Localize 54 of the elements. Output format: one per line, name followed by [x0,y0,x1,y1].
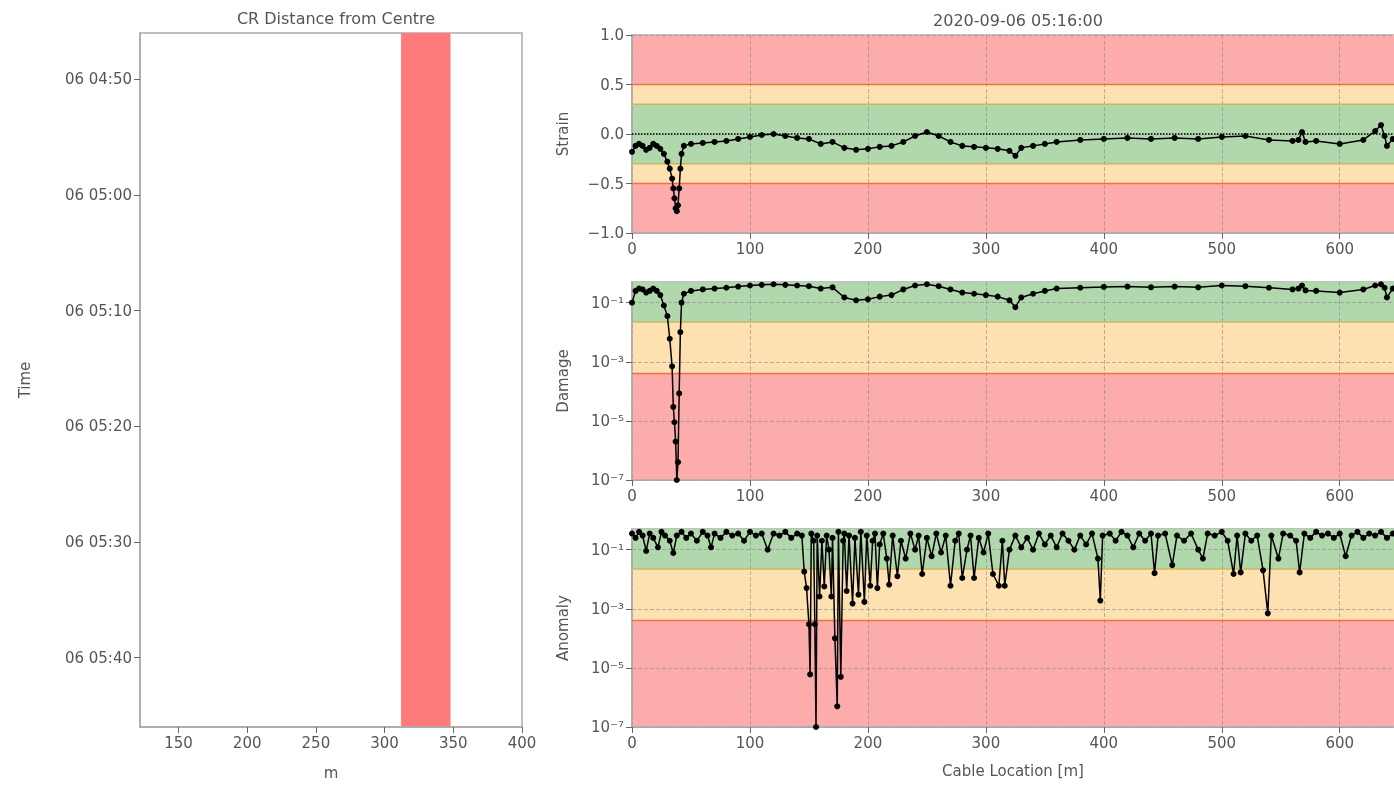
x-tick-label: 200 [853,733,883,752]
y-tick-label: 10⁻¹ [590,540,624,559]
x-tick-label: 300 [971,733,1001,752]
y-tick-label: 10⁻⁷ [590,718,624,736]
x-tick-label: 150 [164,733,193,752]
x-tick-label: 600 [1325,239,1355,258]
x-tick-label: 0 [627,486,637,505]
y-tick-label: 10⁻⁵ [590,658,624,677]
y-axis-title: Time [15,361,34,400]
y-axis-title: Damage [553,349,572,413]
chart-title: CR Distance from Centre [236,8,436,28]
x-tick-label: 300 [971,239,1001,258]
y-tick-label: 06 05:40 [64,648,132,667]
y-tick-label: 10⁻³ [590,599,624,618]
y-tick-label: 10⁻¹ [590,293,624,312]
y-tick-label: 0.5 [600,75,624,94]
y-tick-label: 06 05:30 [64,532,132,551]
y-tick-label: 0.0 [600,125,624,143]
x-tick-label: 600 [1325,733,1355,752]
y-tick-label: −0.5 [587,174,624,193]
y-tick-label: 06 05:10 [64,301,132,320]
x-tick-label: 600 [1325,486,1355,505]
x-tick-label: 0 [627,239,637,258]
x-tick-label: 300 [971,486,1001,505]
x-tick-label: 400 [1089,486,1119,505]
x-axis-title: m [323,763,339,782]
x-tick-label: 100 [735,733,765,752]
y-tick-label: 06 04:50 [64,70,132,89]
y-axis-title: Anomaly [553,594,572,661]
x-tick-label: 200 [853,239,883,258]
y-tick-label: 10⁻³ [590,352,624,371]
x-tick-label: 500 [1207,486,1237,505]
x-tick-label: 250 [301,733,331,752]
y-tick-label: 1.0 [600,26,624,44]
x-tick-label: 100 [735,486,765,505]
x-tick-label: 300 [370,733,399,752]
x-tick-label: 500 [1207,239,1237,258]
x-tick-label: 350 [438,733,468,752]
y-tick-label: 10⁻⁷ [590,471,624,489]
chart-title: 2020-09-06 05:16:00 [933,10,1103,30]
x-tick-label: 200 [853,486,883,505]
y-tick-label: −1.0 [587,224,624,242]
x-tick-label: 400 [1089,733,1119,752]
y-tick-label: 06 05:00 [64,185,132,204]
x-tick-label: 0 [627,733,637,752]
x-tick-label: 200 [232,733,262,752]
y-tick-label: 10⁻⁵ [590,411,624,430]
x-tick-label: 400 [1089,239,1119,258]
y-tick-label: 06 05:20 [64,417,132,436]
x-tick-label: 400 [507,733,537,752]
x-axis-title: Cable Location [m] [942,761,1084,780]
y-axis-title: Strain [553,111,572,157]
x-tick-label: 500 [1207,733,1237,752]
x-tick-label: 100 [735,239,765,258]
